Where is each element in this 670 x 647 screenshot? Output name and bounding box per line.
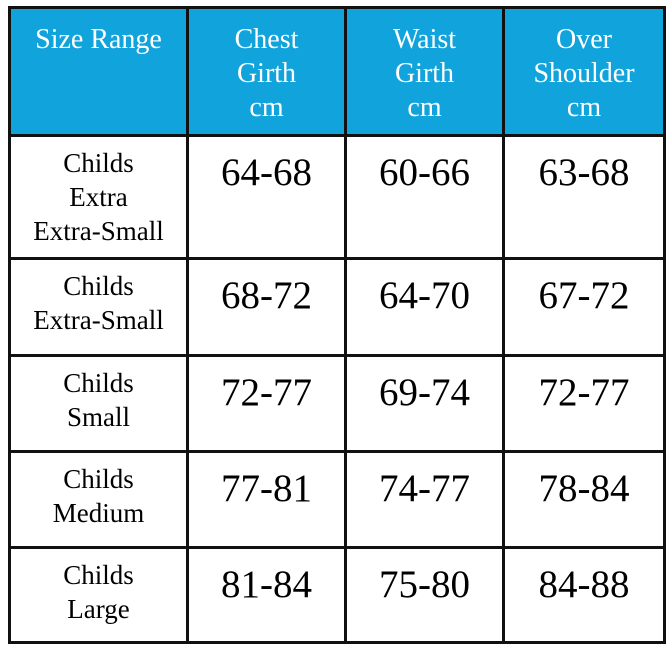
size-label: Childs Extra-Small — [8, 257, 189, 357]
measurement: 64-70 — [344, 257, 505, 357]
measurement: 81-84 — [186, 546, 347, 644]
measurement: 77-81 — [186, 450, 347, 549]
measurement: 60-66 — [344, 134, 505, 260]
measurement: 74-77 — [344, 450, 505, 549]
size-label: Childs Medium — [8, 450, 189, 549]
measurement: 68-72 — [186, 257, 347, 357]
size-label: Childs Large — [8, 546, 189, 644]
header-cell: Over Shoulder cm — [502, 6, 666, 137]
measurement: 72-77 — [186, 354, 347, 453]
header-cell: Size Range — [8, 6, 189, 137]
size-label: Childs Extra Extra-Small — [8, 134, 189, 260]
header-cell: Chest Girth cm — [186, 6, 347, 137]
header-cell: Waist Girth cm — [344, 6, 505, 137]
measurement: 78-84 — [502, 450, 666, 549]
size-label: Childs Small — [8, 354, 189, 453]
measurement: 84-88 — [502, 546, 666, 644]
measurement: 72-77 — [502, 354, 666, 453]
measurement: 64-68 — [186, 134, 347, 260]
measurement: 69-74 — [344, 354, 505, 453]
measurement: 67-72 — [502, 257, 666, 357]
measurement: 63-68 — [502, 134, 666, 260]
measurement: 75-80 — [344, 546, 505, 644]
